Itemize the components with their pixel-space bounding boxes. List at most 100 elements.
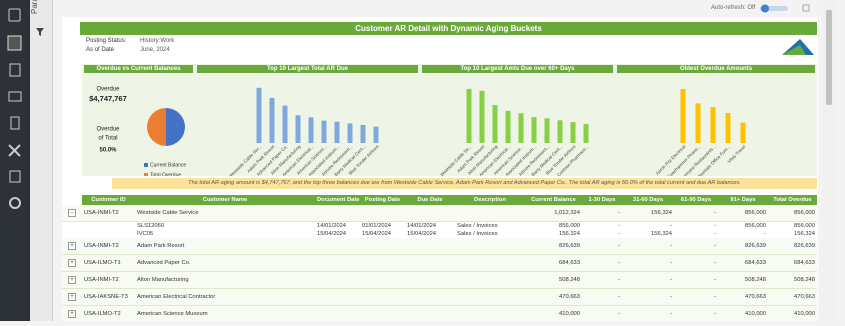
cell	[360, 254, 405, 272]
cell: 470,663	[718, 288, 768, 306]
detail-row: IVC05 15/04/2024 15/04/2024 15/04/2024 Sales…	[62, 230, 817, 238]
cell: 684,633	[768, 254, 817, 272]
icon[interactable]	[7, 35, 22, 51]
cell: -	[674, 205, 718, 222]
icon[interactable]	[8, 8, 21, 22]
cell: +	[62, 305, 82, 321]
cell: +	[62, 288, 82, 306]
cell: 856,000	[559, 223, 580, 229]
column-header: Document Date	[315, 195, 360, 205]
pie-slice	[147, 108, 166, 146]
cell: −	[62, 205, 82, 222]
bar	[347, 123, 353, 143]
annotation: Overdue	[96, 87, 120, 93]
cell	[82, 230, 135, 238]
cell	[405, 305, 455, 321]
bar	[695, 103, 701, 143]
logo	[782, 39, 814, 55]
value: June, 2024	[140, 47, 170, 53]
icon[interactable]	[9, 197, 21, 209]
panel-label[interactable]: Para	[30, 0, 39, 14]
expand-toggle[interactable]: +	[68, 259, 76, 267]
expand-icon[interactable]	[802, 4, 810, 12]
icon[interactable]	[10, 116, 20, 130]
cell: 01/01/2024	[362, 223, 392, 229]
filter-icon[interactable]	[36, 28, 44, 36]
chart-title: Oldest Overdue Amounts	[617, 65, 815, 73]
bar	[557, 120, 563, 143]
legend-label: Current Balance	[150, 162, 186, 168]
cell: 856,000	[768, 205, 817, 222]
column-header: Due Date	[405, 195, 455, 205]
cell: 508,248	[768, 271, 817, 289]
scroll-thumb[interactable]	[826, 10, 832, 105]
cell: Adam Park Resort	[135, 238, 315, 255]
scrollbar	[823, 0, 835, 321]
cell: -	[582, 205, 622, 222]
expand-toggle[interactable]: +	[68, 293, 76, 301]
cell: -	[582, 271, 622, 289]
cell: USA-ILMO-T1	[82, 254, 135, 272]
annotation: 50.0%	[99, 148, 117, 154]
column-header: Description	[455, 195, 525, 205]
icon[interactable]	[9, 170, 21, 183]
bar	[710, 107, 716, 143]
auto-refresh-label: Auto-refresh: Off	[711, 5, 756, 11]
toggle-knob[interactable]	[761, 4, 769, 13]
value: History:Work	[140, 38, 175, 44]
cell: 156,324	[794, 231, 815, 237]
cell: -	[674, 288, 718, 306]
expand-toggle[interactable]: +	[68, 310, 76, 318]
bar	[505, 110, 511, 143]
bar	[334, 121, 340, 143]
cell	[315, 288, 360, 306]
cell: 826,639	[768, 238, 817, 255]
cell	[405, 271, 455, 289]
customer-row: + USA-INMI-T2 Adam Park Resort 826,639- - -82…	[62, 238, 817, 255]
cell: IVC05	[137, 231, 154, 237]
cell	[455, 305, 525, 321]
cell	[315, 205, 360, 222]
cell: -	[582, 238, 622, 255]
cell: 15/04/2024	[362, 231, 392, 237]
cell: -	[622, 254, 674, 272]
customer-row: − USA-INMI-T2 Westside Cable Service 1,012,…	[62, 205, 817, 222]
expand-toggle[interactable]: −	[68, 209, 76, 217]
cell: Westside Cable Service	[135, 205, 315, 222]
cell: 826,639	[525, 238, 582, 255]
cell: 156,324	[622, 205, 674, 222]
cell	[62, 230, 82, 238]
bar	[680, 89, 686, 143]
label: Posting Status:	[86, 38, 127, 44]
cell: 156,324	[559, 231, 580, 237]
toolbar	[760, 4, 810, 13]
legend-label: Total Overdue	[150, 172, 181, 176]
icon[interactable]	[8, 91, 22, 102]
cell	[315, 271, 360, 289]
cell	[82, 222, 135, 231]
bar	[544, 118, 550, 143]
icon[interactable]	[9, 63, 21, 77]
cell: 508,248	[718, 271, 768, 289]
icon[interactable]	[8, 144, 21, 157]
cell: 15/04/2024	[407, 231, 437, 237]
column-header: Customer ID	[82, 195, 135, 205]
cell	[405, 205, 455, 222]
cell	[360, 288, 405, 306]
cell	[405, 288, 455, 306]
cell: -	[622, 288, 674, 306]
expand-toggle[interactable]: +	[68, 276, 76, 284]
customer-row: + USA-INMI-T2 Alton Manufacturing 508,248- -…	[62, 271, 817, 289]
customer-row: + USA-ILMO-T1 Advanced Paper Co. 684,633- - -…	[62, 254, 817, 272]
cell: 856,000	[745, 223, 766, 229]
charts-panel: Current Balance Total Overdue Overdue $4,74…	[82, 64, 817, 182]
cell: -	[622, 305, 674, 321]
aging-table: Customer ID Customer Name Document Date Pos…	[62, 195, 817, 321]
cell: USA-INMI-T2	[82, 205, 135, 222]
cell: 826,639	[718, 238, 768, 255]
expand-toggle[interactable]: +	[68, 242, 76, 250]
cell: American Electrical Contractor	[135, 288, 315, 306]
cell	[315, 305, 360, 321]
bar	[466, 88, 472, 143]
cell: SLS12060	[137, 223, 165, 229]
